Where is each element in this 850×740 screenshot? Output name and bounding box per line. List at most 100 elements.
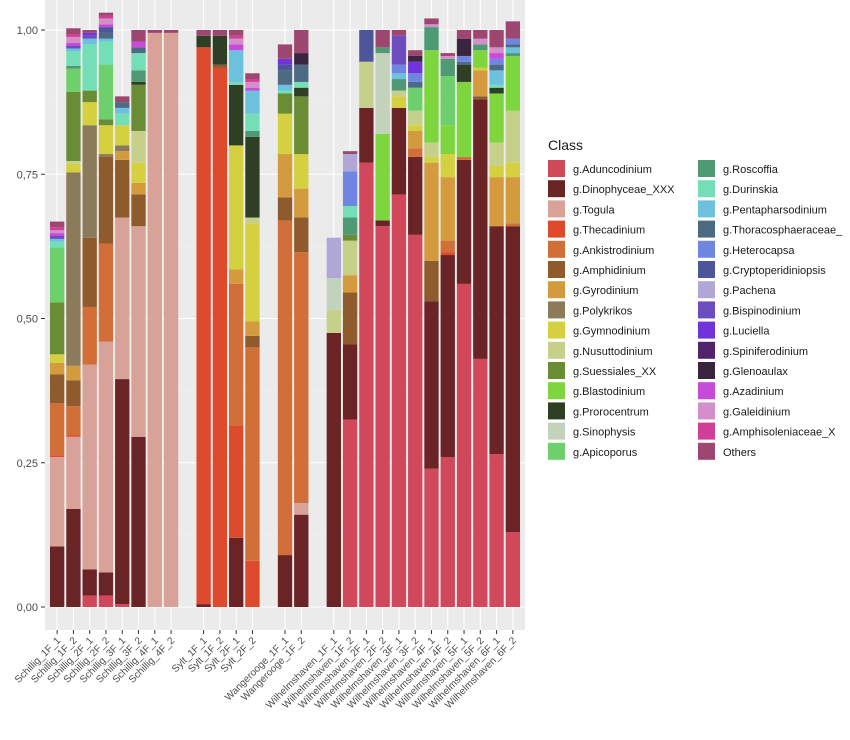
bar-segment [212, 67, 228, 607]
bar-segment [82, 569, 97, 596]
bar-segment [489, 30, 504, 48]
bar-segment [408, 87, 423, 111]
legend-key [698, 341, 715, 359]
bar-segment [505, 53, 521, 56]
legend-entry: g.Cryptoperidiniopsis [698, 261, 826, 278]
legend-key [548, 261, 565, 278]
bar-segment [212, 64, 228, 68]
legend-entry: g.Thecadinium [548, 220, 645, 238]
bar-Wangerooge_1F_1 [277, 44, 293, 607]
bar-segment [245, 130, 260, 137]
bar-segment [245, 79, 260, 82]
bar-segment [245, 81, 260, 88]
bar-Sylt_1F_2 [212, 30, 228, 607]
bar-segment [456, 64, 472, 82]
bar-segment [342, 344, 358, 420]
bar-segment [82, 30, 97, 33]
bar-segment [147, 30, 162, 33]
bar-segment [424, 301, 439, 469]
bar-segment [131, 194, 146, 227]
bar-Schillig_2F_1 [82, 30, 97, 607]
bar-segment [66, 508, 81, 607]
bar-segment [66, 91, 81, 161]
legend-entry: g.Pachena [698, 281, 776, 299]
y-tick-label: 0,00 [17, 602, 38, 614]
bar-segment [98, 572, 114, 596]
bar-segment [98, 64, 114, 120]
bar-segment [49, 546, 65, 607]
legend-entry: g.Glenoaulax [698, 362, 788, 379]
bar-segment [49, 230, 65, 234]
bar-Wilhelmshaven_6F_1 [489, 30, 504, 607]
bar-segment [196, 30, 211, 36]
legend-key [698, 422, 715, 440]
bar-segment [245, 321, 260, 336]
bar-segment [277, 154, 293, 198]
bar-segment [359, 30, 374, 62]
bar-segment [245, 560, 260, 607]
bar-segment [391, 90, 407, 97]
bar-segment [391, 107, 407, 195]
bar-segment [440, 240, 455, 253]
bar-segment [82, 35, 97, 39]
bar-segment [277, 220, 293, 556]
legend-label: g.Pentapharsodinium [723, 204, 827, 216]
legend-key [548, 220, 565, 238]
bar-Wilhelmshaven_1F_1 [326, 237, 341, 607]
bar-segment [212, 30, 228, 36]
legend-entry: g.Togula [548, 200, 615, 218]
bar-segment [229, 81, 244, 85]
bar-segment [131, 162, 146, 183]
bar-segment [408, 110, 423, 126]
bar-segment [115, 151, 130, 160]
bar-segment [245, 73, 260, 80]
bar-segment [82, 237, 97, 307]
bar-segment [440, 58, 455, 77]
bar-segment [473, 358, 488, 607]
bar-segment [294, 503, 309, 515]
bar-segment [489, 226, 504, 455]
bar-segment [505, 55, 521, 111]
bar-segment [229, 50, 244, 82]
legend-label: g.Blastodinium [573, 386, 645, 398]
bar-segment [98, 156, 114, 244]
bar-segment [277, 70, 293, 85]
bar-segment [408, 148, 423, 157]
legend-key [698, 261, 715, 278]
bar-segment [342, 240, 358, 276]
bar-segment [147, 32, 162, 607]
legend-entry: g.Polykrikos [548, 301, 633, 319]
bar-segment [98, 119, 114, 126]
bar-segment [49, 354, 65, 363]
legend-label: g.Apicoporus [573, 447, 638, 459]
bar-segment [408, 81, 423, 88]
bar-Schillig_1F_2 [66, 28, 81, 607]
bar-segment [391, 64, 407, 74]
legend-key [548, 160, 565, 177]
bar-segment [277, 113, 293, 155]
bar-segment [342, 234, 358, 241]
bar-segment [342, 171, 358, 206]
bar-segment [66, 160, 81, 164]
legend-entry: g.Sinophysis [548, 422, 636, 440]
bar-segment [294, 87, 309, 97]
bar-segment [473, 44, 488, 51]
bar-segment [489, 53, 504, 59]
legend-key [698, 180, 715, 198]
bar-segment [440, 154, 455, 178]
legend-title: Class [548, 137, 583, 153]
bar-segment [294, 96, 309, 155]
bar-segment [66, 34, 81, 37]
bar-Schillig_1F_1 [49, 221, 65, 607]
bar-segment [229, 44, 244, 51]
legend-entry: g.Azadinium [698, 382, 784, 400]
legend-entry: g.Durinskia [698, 180, 779, 198]
bar-segment [456, 30, 472, 39]
bar-segment [66, 435, 81, 437]
bar-segment [505, 162, 521, 178]
bar-segment [473, 99, 488, 359]
bar-segment [424, 18, 439, 25]
legend-entry: g.Thoracosphaeraceae_ [698, 220, 843, 238]
